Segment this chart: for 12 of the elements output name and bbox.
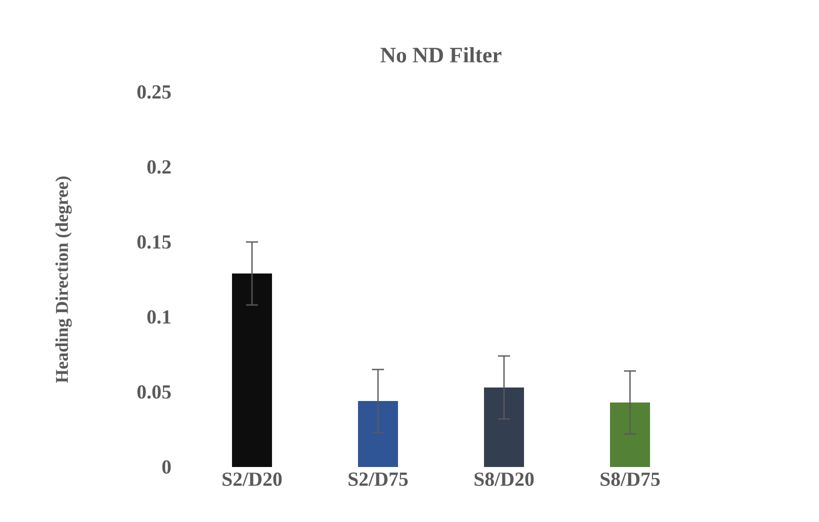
x-tick-label: S8/D75 bbox=[600, 472, 660, 486]
y-tick-label: 0.1 bbox=[147, 310, 170, 324]
chart-title: No ND Filter bbox=[380, 47, 502, 62]
y-tick-label: 0.15 bbox=[137, 235, 171, 249]
y-axis-title: Heading Direction (degree) bbox=[55, 176, 72, 383]
x-tick-label: S2/D75 bbox=[348, 472, 408, 486]
y-tick-label: 0 bbox=[162, 460, 171, 474]
y-tick-label: 0.25 bbox=[137, 85, 171, 99]
x-tick-label: S8/D20 bbox=[474, 472, 534, 486]
x-tick-label: S2/D20 bbox=[222, 472, 282, 486]
y-tick-label: 0.2 bbox=[147, 160, 171, 174]
y-tick-label: 0.05 bbox=[137, 385, 171, 399]
